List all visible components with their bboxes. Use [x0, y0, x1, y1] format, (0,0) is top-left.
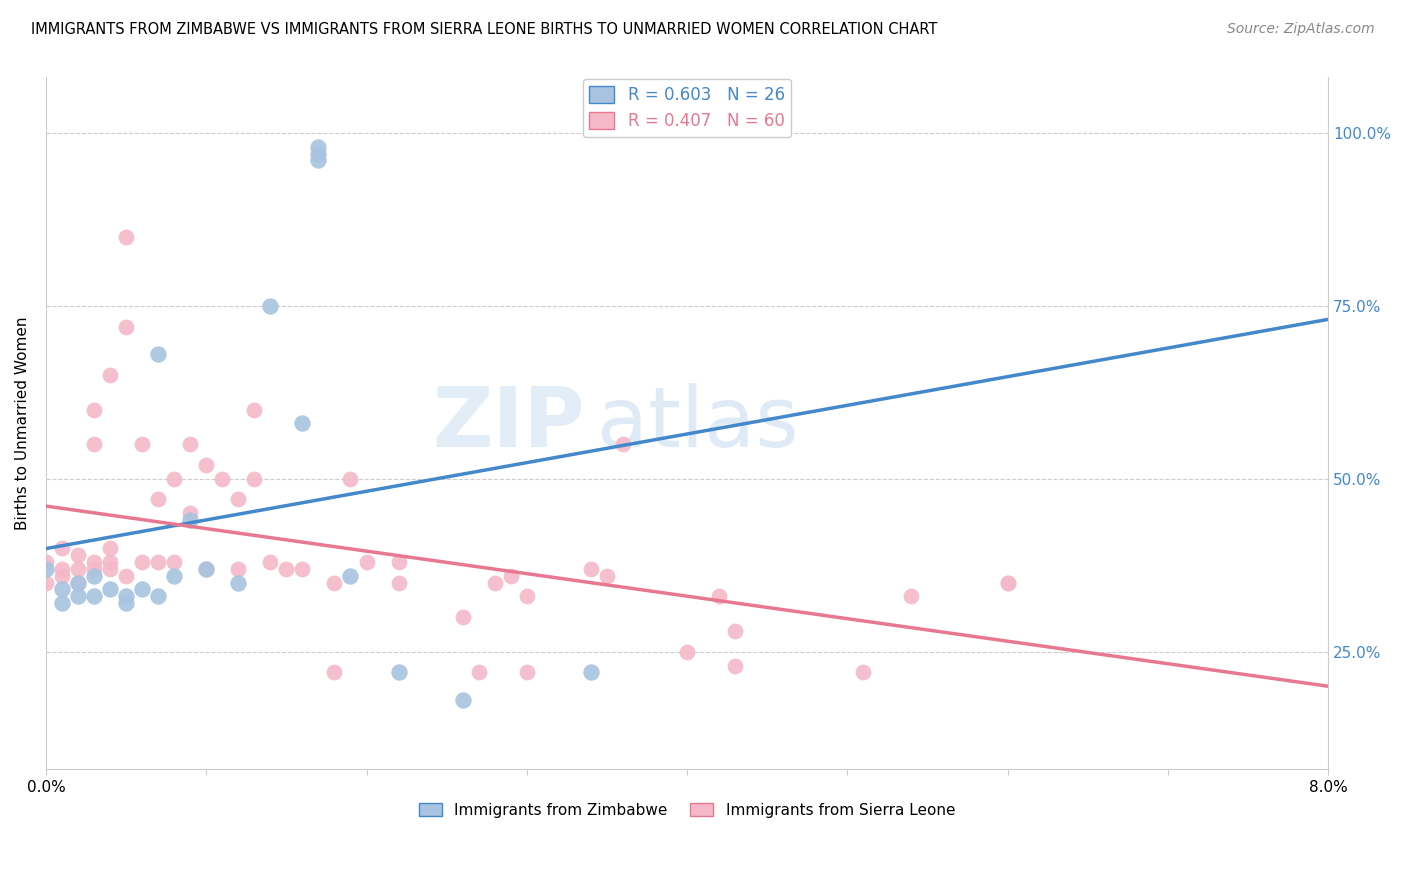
Point — [451, 693, 474, 707]
Point — [339, 568, 361, 582]
Point — [131, 555, 153, 569]
Point — [66, 590, 89, 604]
Text: atlas: atlas — [598, 383, 799, 464]
Point — [356, 555, 378, 569]
Point — [291, 417, 314, 431]
Point — [83, 590, 105, 604]
Point — [259, 555, 281, 569]
Point — [323, 665, 346, 680]
Point — [115, 596, 138, 610]
Point — [997, 575, 1019, 590]
Point — [115, 319, 138, 334]
Point — [467, 665, 489, 680]
Text: ZIP: ZIP — [432, 383, 585, 464]
Point — [579, 562, 602, 576]
Point — [451, 610, 474, 624]
Point — [35, 555, 58, 569]
Point — [66, 575, 89, 590]
Point — [243, 472, 266, 486]
Point — [997, 575, 1019, 590]
Point — [163, 555, 186, 569]
Point — [724, 658, 747, 673]
Point — [339, 472, 361, 486]
Point — [852, 665, 875, 680]
Point — [243, 402, 266, 417]
Point — [612, 437, 634, 451]
Point — [115, 590, 138, 604]
Point — [146, 492, 169, 507]
Point — [179, 513, 201, 527]
Point — [387, 575, 409, 590]
Point — [51, 596, 73, 610]
Point — [707, 590, 730, 604]
Point — [98, 368, 121, 382]
Point — [35, 562, 58, 576]
Point — [66, 575, 89, 590]
Point — [484, 575, 506, 590]
Point — [307, 139, 329, 153]
Point — [146, 590, 169, 604]
Point — [131, 582, 153, 597]
Point — [387, 555, 409, 569]
Point — [195, 562, 218, 576]
Point — [98, 582, 121, 597]
Point — [291, 562, 314, 576]
Point — [226, 575, 249, 590]
Y-axis label: Births to Unmarried Women: Births to Unmarried Women — [15, 317, 30, 530]
Point — [83, 568, 105, 582]
Point — [66, 562, 89, 576]
Point — [98, 555, 121, 569]
Point — [307, 146, 329, 161]
Point — [195, 458, 218, 472]
Text: Source: ZipAtlas.com: Source: ZipAtlas.com — [1227, 22, 1375, 37]
Point — [83, 402, 105, 417]
Point — [276, 562, 298, 576]
Point — [516, 590, 538, 604]
Point — [146, 555, 169, 569]
Point — [146, 347, 169, 361]
Point — [195, 562, 218, 576]
Point — [83, 562, 105, 576]
Point — [163, 568, 186, 582]
Point — [676, 645, 699, 659]
Point — [179, 437, 201, 451]
Point — [98, 562, 121, 576]
Point — [51, 568, 73, 582]
Point — [259, 299, 281, 313]
Point — [724, 624, 747, 638]
Point — [226, 492, 249, 507]
Point — [83, 555, 105, 569]
Legend: Immigrants from Zimbabwe, Immigrants from Sierra Leone: Immigrants from Zimbabwe, Immigrants fro… — [413, 797, 962, 824]
Point — [387, 665, 409, 680]
Point — [516, 665, 538, 680]
Point — [226, 562, 249, 576]
Point — [35, 575, 58, 590]
Point — [131, 437, 153, 451]
Point — [98, 541, 121, 555]
Point — [499, 568, 522, 582]
Point — [211, 472, 233, 486]
Point — [115, 568, 138, 582]
Point — [596, 568, 619, 582]
Point — [51, 582, 73, 597]
Point — [307, 153, 329, 168]
Point — [115, 229, 138, 244]
Point — [51, 562, 73, 576]
Point — [66, 548, 89, 562]
Point — [900, 590, 922, 604]
Point — [51, 541, 73, 555]
Text: IMMIGRANTS FROM ZIMBABWE VS IMMIGRANTS FROM SIERRA LEONE BIRTHS TO UNMARRIED WOM: IMMIGRANTS FROM ZIMBABWE VS IMMIGRANTS F… — [31, 22, 938, 37]
Point — [179, 506, 201, 520]
Point — [83, 437, 105, 451]
Point — [579, 665, 602, 680]
Point — [163, 472, 186, 486]
Point — [323, 575, 346, 590]
